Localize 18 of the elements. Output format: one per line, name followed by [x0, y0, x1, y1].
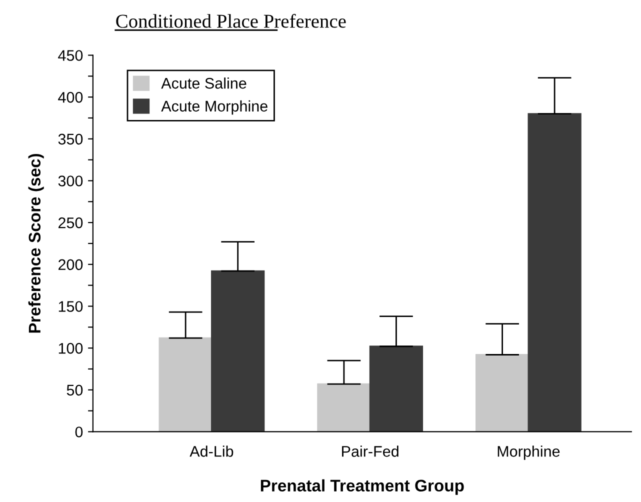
chart-title: Conditioned Place Preference: [116, 14, 346, 28]
legend-label: Acute Saline: [161, 78, 246, 89]
y-tick-label: 150: [58, 301, 83, 312]
y-tick-label: 350: [58, 134, 83, 145]
y-tick-label: 50: [66, 384, 83, 396]
y-tick-label: 300: [58, 176, 83, 186]
x-tick-label: Ad-Lib: [190, 446, 234, 457]
x-tick-label: Morphine: [498, 446, 560, 460]
y-tick-label: 100: [58, 342, 83, 354]
x-axis-title: Prenatal Treatment Group: [260, 479, 464, 495]
y-axis-title: Preference Score (sec): [28, 154, 44, 333]
legend-label: Acute Morphine: [161, 100, 268, 115]
y-tick-label: 200: [58, 259, 83, 270]
y-tick-label: 400: [58, 92, 83, 103]
x-tick-label: Pair-Fed: [342, 446, 398, 457]
y-tick-label: 0: [75, 426, 83, 438]
y-tick-label: 250: [58, 217, 83, 228]
y-tick-label: 450: [58, 50, 83, 61]
